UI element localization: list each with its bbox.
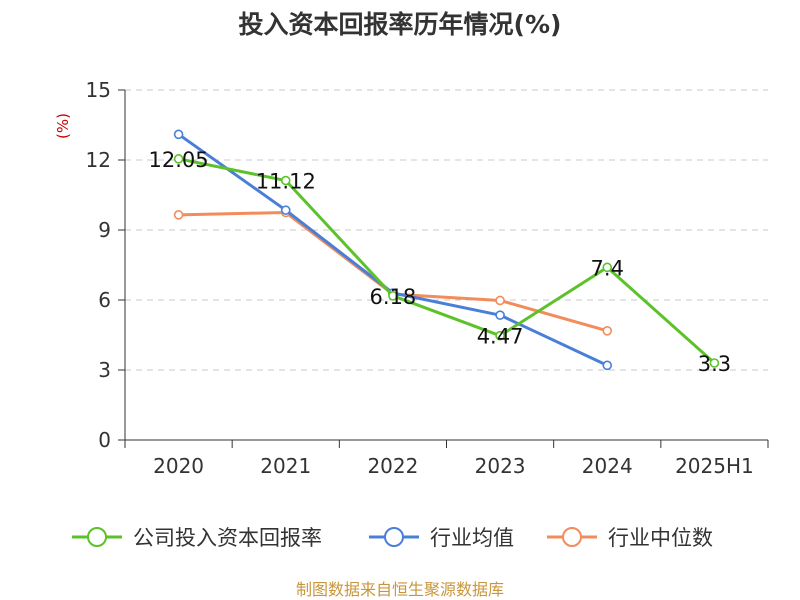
x-tick-label: 2024 xyxy=(582,454,633,478)
legend-label: 行业中位数 xyxy=(608,526,713,550)
legend-label: 公司投入资本回报率 xyxy=(133,526,322,550)
data-point[interactable] xyxy=(495,295,505,306)
data-point[interactable] xyxy=(709,358,720,368)
legend-marker xyxy=(562,527,582,547)
data-point[interactable] xyxy=(602,325,613,336)
legend-marker xyxy=(384,527,404,547)
legend-marker xyxy=(87,527,107,547)
data-point[interactable] xyxy=(602,360,613,371)
y-tick-label: 9 xyxy=(98,218,111,242)
series-0 xyxy=(173,154,720,368)
x-tick-label: 2020 xyxy=(153,454,204,478)
series-group xyxy=(173,129,720,371)
data-labels: 12.05 11.12 6.18 4.47 7.4 3.3 xyxy=(149,148,732,376)
data-label: 3.3 xyxy=(698,352,731,376)
chart-title: 投入资本回报率历年情况(%) xyxy=(239,10,562,39)
legend-label: 行业均值 xyxy=(430,526,514,550)
series-1 xyxy=(173,129,613,371)
x-tick-label: 2025H1 xyxy=(675,454,754,478)
series-line xyxy=(177,133,608,367)
data-label: 12.05 xyxy=(149,148,209,172)
series-2 xyxy=(173,207,613,336)
source-note: 制图数据来自恒生聚源数据库 xyxy=(296,580,504,599)
y-tick-label: 6 xyxy=(98,288,111,312)
legend-item-2[interactable]: 行业中位数 xyxy=(547,526,713,550)
legend[interactable]: 公司投入资本回报率 行业均值 行业中位数 xyxy=(72,526,713,550)
series-line xyxy=(178,157,716,365)
x-tick-labels: 2020 2021 2022 2023 2024 2025H1 xyxy=(153,454,754,478)
data-label: 7.4 xyxy=(591,256,624,280)
y-tick-label: 3 xyxy=(98,358,111,382)
legend-item-1[interactable]: 行业均值 xyxy=(369,526,514,550)
data-point[interactable] xyxy=(280,205,291,215)
x-tick-label: 2022 xyxy=(367,454,418,478)
data-point[interactable] xyxy=(495,330,505,341)
y-axis-label: (%) xyxy=(54,113,72,139)
y-tick-labels: 0 3 6 9 12 15 xyxy=(86,78,111,452)
data-point[interactable] xyxy=(173,154,184,164)
data-point[interactable] xyxy=(388,290,398,301)
data-point[interactable] xyxy=(280,175,291,186)
data-point[interactable] xyxy=(602,262,613,273)
y-tick-label: 12 xyxy=(86,148,111,172)
y-tick-label: 15 xyxy=(86,78,111,102)
data-label: 11.12 xyxy=(256,170,316,194)
grid-lines xyxy=(125,89,768,371)
x-tick-label: 2021 xyxy=(260,454,311,478)
data-point[interactable] xyxy=(495,310,505,320)
y-tick-label: 0 xyxy=(98,428,111,452)
data-point[interactable] xyxy=(173,210,184,220)
data-label: 4.47 xyxy=(477,325,524,349)
legend-item-0[interactable]: 公司投入资本回报率 xyxy=(72,526,322,550)
data-label: 6.18 xyxy=(370,285,417,309)
data-point[interactable] xyxy=(173,129,184,140)
x-tick-label: 2023 xyxy=(475,454,526,478)
axes xyxy=(118,89,769,448)
